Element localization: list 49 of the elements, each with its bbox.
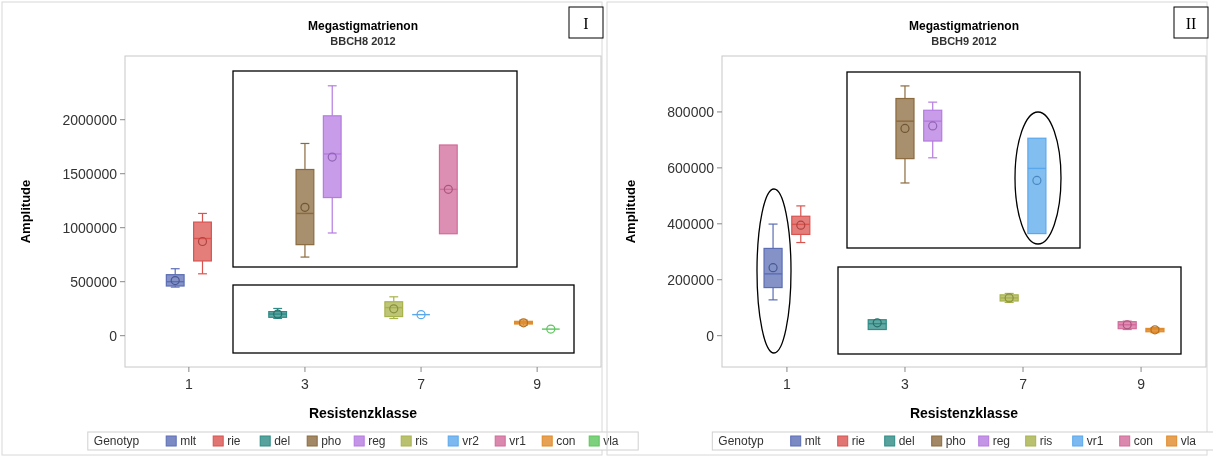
legend-label: con bbox=[1133, 434, 1154, 448]
y-tick-label: 0 bbox=[706, 327, 715, 344]
y-axis-title: Amplitude bbox=[623, 179, 638, 244]
chart-title: Megastigmatrienon bbox=[307, 19, 419, 33]
legend-label: rie bbox=[227, 434, 241, 448]
y-tick-label: 1500000 bbox=[62, 165, 118, 182]
legend-label: vr2 bbox=[462, 434, 480, 448]
text: II bbox=[1185, 15, 1197, 32]
x-tick-label: 1 bbox=[783, 376, 792, 392]
legend-title: Genotyp bbox=[93, 434, 140, 448]
x-tick-label: 3 bbox=[301, 376, 310, 392]
legend-label: vr1 bbox=[1086, 434, 1104, 448]
y-tick-label: 500000 bbox=[70, 273, 118, 290]
y-tick-label: 800000 bbox=[667, 103, 715, 120]
legend-label: ris bbox=[415, 434, 428, 448]
x-tick-label: 7 bbox=[1019, 376, 1028, 392]
legend-label: vla bbox=[603, 434, 619, 448]
legend-label: vr1 bbox=[509, 434, 527, 448]
y-tick-label: 600000 bbox=[667, 159, 715, 176]
legend-title: Genotyp bbox=[718, 434, 764, 448]
y-tick-label: 1000000 bbox=[62, 219, 118, 236]
y-tick-label: 2000000 bbox=[62, 111, 118, 128]
y-tick-label: 400000 bbox=[667, 215, 715, 232]
chart-subtitle: BBCH8 2012 bbox=[330, 35, 396, 47]
legend-label: vla bbox=[1180, 434, 1197, 448]
legend-label: del bbox=[274, 434, 291, 448]
chart-subtitle: BBCH9 2012 bbox=[931, 35, 997, 47]
x-axis-title: Resistenzklasse bbox=[308, 405, 418, 421]
legend-label: rie bbox=[851, 434, 866, 448]
x-axis-title: Resistenzklasse bbox=[909, 405, 1019, 421]
chart-title: Megastigmatrienon bbox=[908, 19, 1020, 33]
legend-label: mlt bbox=[180, 434, 197, 448]
x-tick-label: 3 bbox=[901, 376, 910, 392]
legend-label: ris bbox=[1039, 434, 1053, 448]
legend-label: reg bbox=[368, 434, 386, 448]
x-tick-label: 9 bbox=[1137, 376, 1146, 392]
legend-label: reg bbox=[992, 434, 1011, 448]
y-tick-label: 0 bbox=[109, 327, 118, 344]
legend-label: mlt bbox=[804, 434, 822, 448]
y-tick-label: 200000 bbox=[667, 271, 715, 288]
x-tick-label: 7 bbox=[417, 376, 426, 392]
legend-label: pho bbox=[945, 434, 967, 448]
legend-label: del bbox=[898, 434, 915, 448]
x-tick-label: 1 bbox=[184, 376, 193, 392]
legend-label: pho bbox=[321, 434, 342, 448]
text: I bbox=[583, 15, 589, 32]
legend-label: con bbox=[556, 434, 576, 448]
y-axis-title: Amplitude bbox=[18, 179, 33, 244]
x-tick-label: 9 bbox=[533, 376, 542, 392]
